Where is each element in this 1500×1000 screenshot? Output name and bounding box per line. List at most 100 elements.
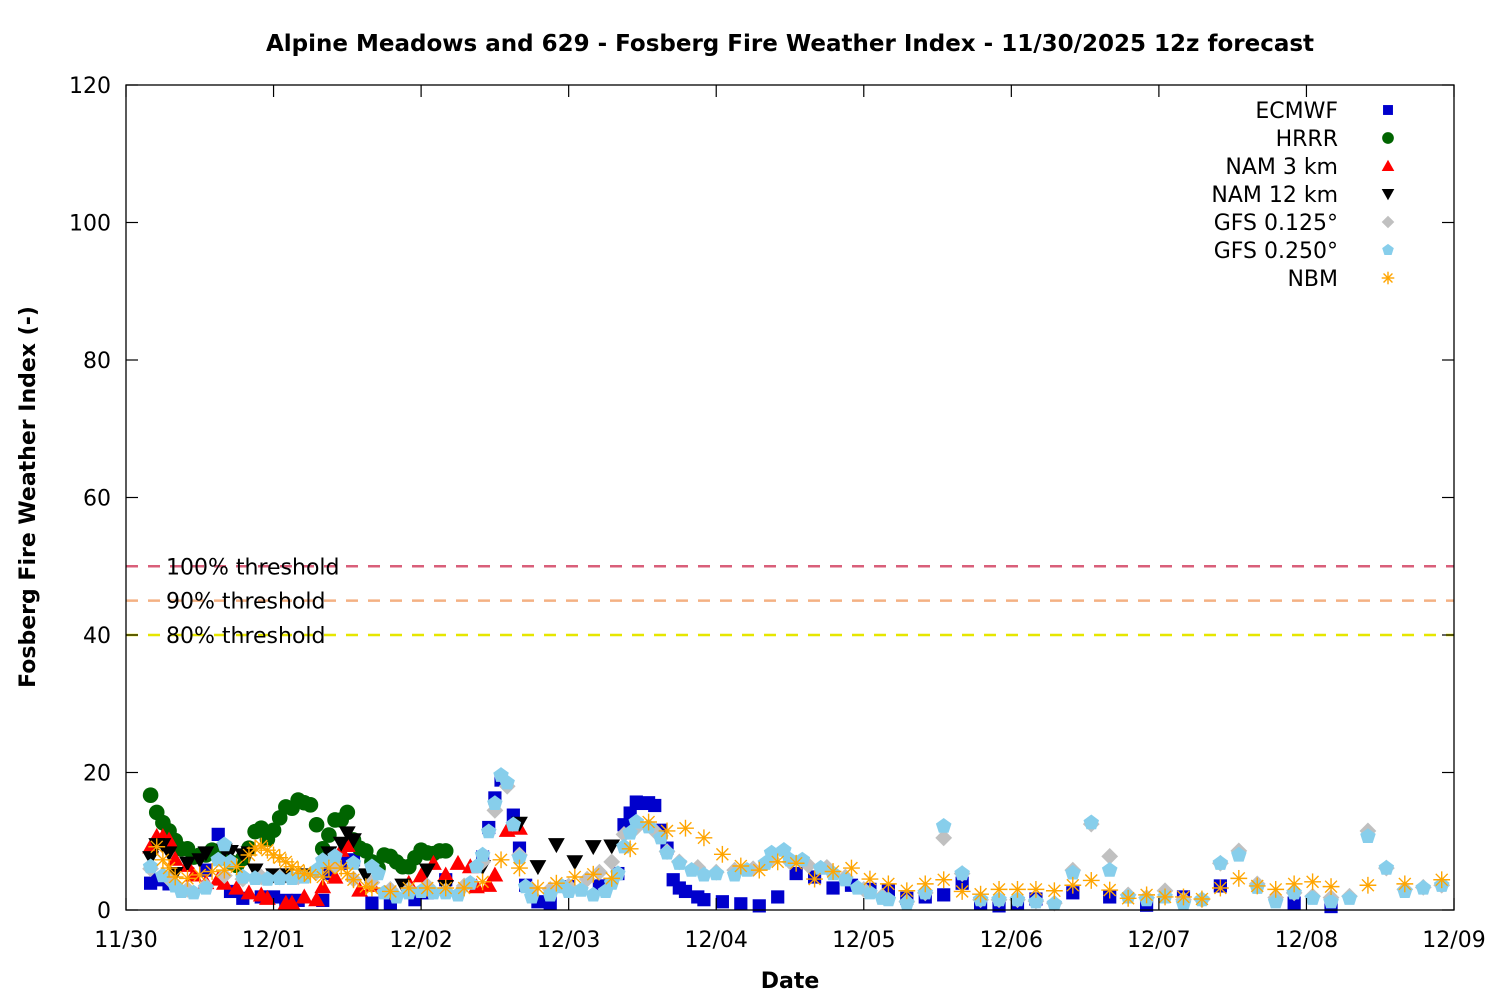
data-point — [752, 899, 766, 913]
data-point — [203, 863, 221, 880]
data-point — [697, 893, 711, 907]
data-point — [529, 860, 547, 876]
data-point — [468, 858, 485, 874]
data-point — [142, 787, 159, 803]
axes: 0 20 40 60 80 100 120 11/30 12/01 12/02 12/03 12/04… — [69, 74, 1486, 953]
data-point — [148, 838, 166, 856]
data-point — [849, 879, 866, 895]
data-point — [332, 836, 350, 852]
data-point — [953, 883, 971, 900]
data-point — [659, 844, 675, 860]
data-point — [363, 879, 381, 897]
data-point — [916, 875, 934, 893]
data-point — [560, 883, 577, 898]
data-point — [1212, 855, 1229, 870]
y-tick-label: 0 — [97, 899, 111, 924]
data-point — [277, 853, 295, 871]
legend-marker-icon — [1382, 132, 1394, 144]
data-point — [990, 880, 1008, 898]
data-point — [191, 866, 209, 884]
data-point — [1009, 880, 1026, 898]
data-point — [487, 795, 503, 810]
data-point — [1156, 888, 1174, 906]
data-point — [954, 865, 970, 881]
legend: ECMWF HRRR NAM 3 km NAM 12 km GFS 0.125° GFS … — [1211, 99, 1395, 292]
data-point — [713, 845, 731, 863]
legend-label: GFS 0.125° — [1214, 211, 1338, 236]
data-point — [880, 891, 897, 907]
data-point — [1415, 879, 1431, 895]
data-point — [437, 843, 454, 859]
data-point — [327, 848, 343, 863]
data-point — [935, 871, 953, 889]
data-point — [696, 866, 712, 882]
data-point — [813, 859, 829, 875]
data-point — [142, 858, 159, 874]
data-point — [474, 853, 491, 871]
data-point — [1046, 895, 1063, 911]
legend-label: ECMWF — [1255, 99, 1338, 124]
data-point — [529, 879, 547, 897]
data-point — [861, 870, 879, 888]
data-point — [1285, 875, 1303, 893]
data-point — [160, 859, 178, 877]
data-point — [542, 886, 558, 902]
data-point — [1304, 873, 1321, 891]
data-point — [437, 866, 455, 882]
plot-frame — [125, 84, 1455, 911]
data-point — [935, 829, 953, 847]
data-point — [616, 838, 632, 854]
data-point — [302, 866, 319, 884]
data-point — [937, 888, 951, 902]
data-point — [418, 863, 436, 879]
y-tick-label: 80 — [83, 349, 111, 374]
data-point — [671, 855, 688, 870]
threshold-label: 100% threshold — [166, 555, 340, 580]
threshold-label: 90% threshold — [166, 590, 326, 615]
threshold-label: 80% threshold — [166, 624, 326, 649]
data-point — [677, 819, 694, 837]
x-tick-label: 12/04 — [685, 928, 748, 953]
data-point — [769, 853, 787, 871]
data-point — [603, 839, 621, 855]
data-point — [173, 883, 190, 898]
y-tick-label: 40 — [83, 624, 111, 649]
data-point — [1101, 847, 1119, 865]
data-point — [1341, 890, 1358, 905]
data-point — [935, 818, 952, 833]
data-point — [734, 897, 748, 911]
data-point — [708, 865, 724, 881]
data-point — [211, 827, 225, 841]
data-point — [326, 868, 344, 884]
data-point — [898, 882, 916, 900]
series-gfs-0-250- — [142, 767, 1450, 911]
data-point — [474, 846, 491, 862]
data-point — [899, 895, 915, 910]
x-tick-label: 12/03 — [537, 928, 600, 953]
legend-label: HRRR — [1276, 127, 1338, 152]
data-point — [547, 838, 565, 854]
data-point — [315, 852, 331, 868]
data-point — [1027, 880, 1045, 898]
data-point — [486, 866, 504, 882]
legend-marker-icon — [1381, 271, 1395, 285]
data-point — [308, 816, 325, 833]
data-point — [837, 871, 854, 887]
data-point — [198, 879, 214, 895]
data-point — [381, 883, 399, 900]
data-point — [166, 850, 184, 866]
data-point — [1267, 880, 1285, 898]
data-point — [271, 870, 288, 885]
data-point — [517, 878, 534, 894]
data-point — [991, 891, 1007, 907]
data-point — [862, 884, 878, 900]
data-point — [1028, 893, 1044, 909]
data-point — [771, 890, 785, 904]
data-point — [185, 884, 202, 900]
legend-marker-icon — [1383, 105, 1393, 115]
data-point — [1248, 877, 1266, 895]
data-point — [215, 861, 233, 879]
data-point — [228, 858, 246, 876]
data-point — [1396, 875, 1414, 893]
